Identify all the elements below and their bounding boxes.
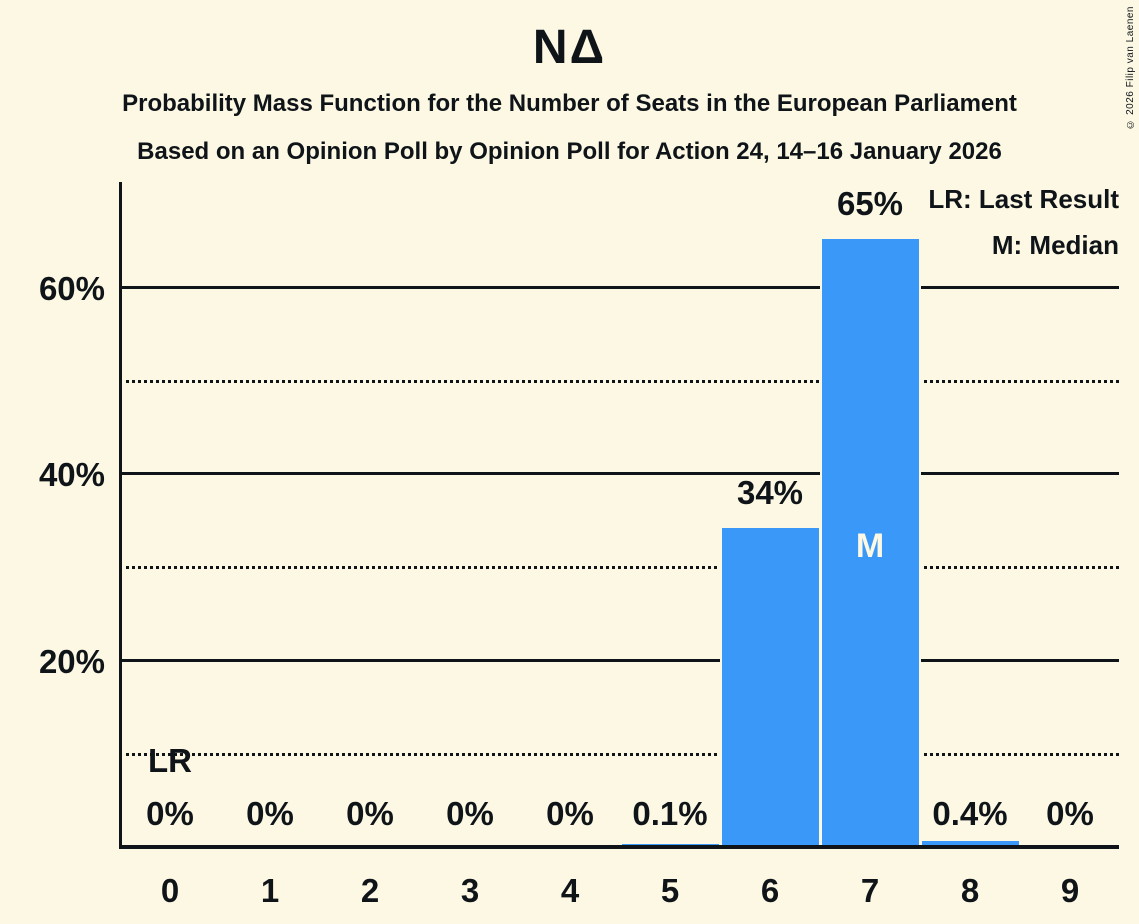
- chart-subtitle-line2: Based on an Opinion Poll by Opinion Poll…: [137, 138, 1002, 165]
- copyright-notice: © 2026 Filip van Laenen: [1125, 6, 1136, 130]
- gridline-dotted-10pct: [119, 752, 1119, 756]
- bar-value-label-seat-3: 0%: [446, 795, 494, 832]
- last-result-marker: LR: [148, 742, 192, 779]
- chart-subtitle-line1: Probability Mass Function for the Number…: [122, 90, 1017, 117]
- bar-value-label-seat-1: 0%: [246, 795, 294, 832]
- bar-value-label-seat-2: 0%: [346, 795, 394, 832]
- legend-last-result: LR: Last Result: [928, 184, 1119, 214]
- bar-value-label-seat-0: 0%: [146, 795, 194, 832]
- bar-seat-6: [719, 528, 821, 845]
- y-axis-label-40%: 40%: [38, 456, 105, 493]
- y-axis-label-60%: 60%: [38, 269, 105, 307]
- gridline-solid-40pct: [119, 472, 1119, 475]
- x-axis-label-5: 5: [660, 872, 680, 909]
- bar-seat-8: [919, 841, 1021, 845]
- bar-value-label-seat-8: 0.4%: [932, 795, 1008, 832]
- bar-value-label-seat-4: 0%: [546, 795, 594, 832]
- bar-value-label-seat-5: 0.1%: [632, 795, 708, 832]
- gridline-dotted-30pct: [119, 566, 1119, 570]
- x-axis-label-8: 8: [960, 872, 980, 909]
- median-marker: M: [855, 527, 885, 565]
- y-axis-line: [119, 182, 122, 849]
- chart-title: ΝΔ: [532, 21, 607, 74]
- x-axis-label-2: 2: [360, 872, 380, 909]
- bar-value-label-seat-7: 65%: [836, 185, 904, 222]
- x-axis-line: [119, 845, 1119, 849]
- x-axis-label-4: 4: [560, 872, 580, 909]
- bar-seat-7: [819, 239, 921, 845]
- x-axis-label-9: 9: [1060, 872, 1080, 909]
- x-axis-label-3: 3: [460, 872, 480, 909]
- gridline-solid-60pct: [119, 285, 1119, 289]
- x-axis-label-7: 7: [860, 872, 880, 909]
- bar-value-label-seat-9: 0%: [1046, 795, 1094, 832]
- bar-value-label-seat-6: 34%: [736, 474, 804, 511]
- x-axis-label-0: 0: [160, 872, 180, 909]
- legend-median: M: Median: [991, 230, 1119, 260]
- x-axis-label-6: 6: [760, 872, 780, 909]
- gridline-dotted-50pct: [119, 379, 1119, 383]
- y-axis-label-20%: 20%: [38, 642, 105, 680]
- x-axis-label-1: 1: [260, 872, 280, 909]
- gridline-solid-20pct: [119, 658, 1119, 662]
